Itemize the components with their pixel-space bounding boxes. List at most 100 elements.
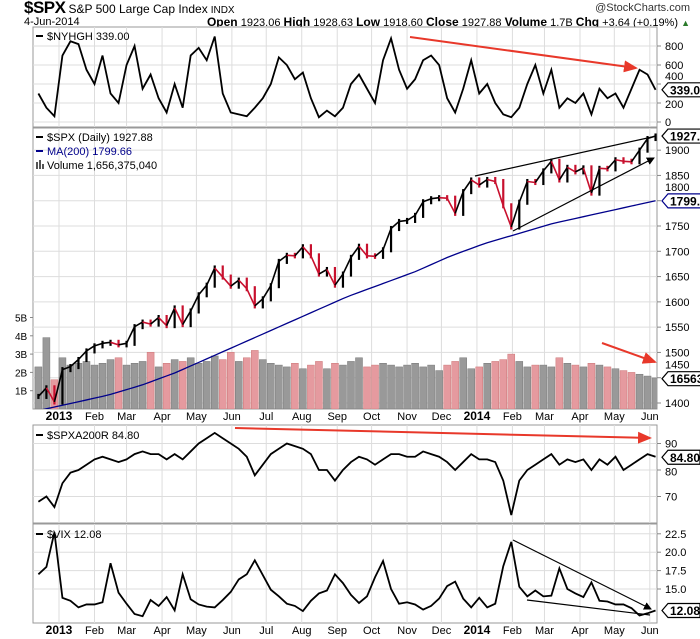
volume-legend-icon (39, 160, 41, 169)
price-segment (638, 138, 649, 151)
volume-bar (82, 361, 91, 409)
price-segment (366, 255, 376, 258)
price-segment (286, 254, 295, 257)
x-tick-label: Nov (397, 411, 417, 423)
open-label: Open (206, 15, 238, 29)
x-tick-label: May (604, 625, 625, 637)
x-tick-label: Feb (85, 411, 104, 423)
price-segment (494, 181, 505, 207)
y-tick-label: 90 (665, 438, 677, 450)
volume-bar (202, 361, 211, 409)
volume-bar (291, 363, 299, 409)
ma200-last-value-box (661, 193, 700, 209)
volume-bar (459, 357, 467, 409)
volume-bar (555, 357, 564, 409)
volume-value: 1.7B (550, 17, 573, 29)
y-tick-label: 1700 (665, 246, 689, 258)
volume-bar (90, 364, 99, 409)
x-tick-label: Jun (641, 625, 659, 637)
volume-bar (307, 364, 315, 409)
x-tick-label: 2013 (46, 409, 73, 423)
price-segment (310, 255, 320, 275)
price-segment (205, 267, 216, 286)
x-tick-label: Jun (641, 411, 659, 423)
volume-bar (379, 363, 387, 409)
price-segment (302, 246, 312, 257)
volume-bar (395, 366, 403, 409)
volume-bar (443, 364, 451, 409)
ma200-line (42, 200, 656, 409)
y-tick-label: 15.0 (665, 584, 686, 596)
volume-bars (34, 337, 657, 409)
x-tick-label: Sep (327, 625, 347, 637)
volume-bar (299, 368, 307, 409)
price-segment (550, 160, 561, 181)
volume-bar (435, 370, 443, 409)
price-segment (94, 342, 103, 347)
price-segment (527, 180, 536, 184)
spx-last-value: 1927.88 (670, 130, 700, 144)
spxa200r-last-value-box (661, 449, 700, 465)
y-tick-label: 1400 (665, 398, 689, 410)
chg-label: Chg (575, 15, 600, 29)
volume-bar (122, 364, 131, 409)
x-tick-label: 2014 (464, 409, 491, 423)
panel-frame-spxa200r (32, 424, 658, 524)
volume-bar (387, 364, 395, 409)
volume-bar (114, 357, 123, 409)
price-segment (86, 345, 95, 352)
x-tick-label: Dec (432, 625, 452, 637)
y-tick-label: 1650 (665, 272, 689, 284)
volume-bar (34, 366, 43, 409)
volume-bar (475, 366, 483, 409)
x-tick-label: May (186, 625, 207, 637)
volume-bar (347, 361, 355, 409)
y-tick-label: 22.5 (665, 529, 686, 541)
x-tick-label: 2013 (46, 623, 73, 637)
volume-tick-label: 2B (15, 368, 28, 379)
symbol-name: S&P 500 Large Cap Index (68, 2, 208, 16)
price-segment (462, 179, 472, 193)
volume-bar (267, 363, 275, 409)
volume-bar (531, 364, 540, 409)
spx-legend: $SPX (Daily) 1927.88 (47, 132, 153, 144)
spxa200r-last-value: 84.80 (670, 451, 700, 465)
volume-legend-icon (36, 162, 38, 169)
volume-bar (619, 370, 628, 409)
price-segment (382, 228, 392, 251)
vix-upper-arrow-icon (512, 539, 652, 610)
y-tick-label: 1450 (665, 360, 689, 372)
price-segment (53, 369, 64, 403)
volume-bar (235, 361, 243, 409)
y-tick-label: 17.5 (665, 566, 686, 578)
price-segment (446, 197, 456, 214)
high-label: High (283, 15, 311, 29)
wedge-upper-trendline (474, 136, 653, 177)
x-tick-label: Apr (153, 625, 170, 637)
price-segment (262, 285, 272, 300)
volume-bar (595, 364, 604, 409)
price-segment (518, 181, 529, 203)
price-segment (470, 179, 480, 186)
high-value: 1928.63 (313, 17, 354, 29)
spxa200r-line (37, 431, 656, 516)
y-tick-label: 1600 (665, 297, 689, 309)
volume-bar (331, 363, 339, 409)
price-segment (630, 149, 641, 163)
up-triangle-icon: ▲ (681, 18, 690, 28)
volume-bar (243, 357, 251, 409)
price-segment (414, 201, 424, 216)
price-segment (158, 316, 168, 327)
volume-bar (259, 359, 267, 409)
volume-bar (411, 363, 419, 409)
volume-bar (507, 353, 516, 409)
price-segment (246, 288, 256, 307)
y-tick-label: 0 (665, 117, 671, 129)
price-segment (534, 170, 544, 183)
price-segment (390, 220, 400, 230)
vix-legend: $VIX 12.08 (47, 529, 101, 541)
price-segment (214, 267, 224, 278)
volume-bar (499, 359, 508, 409)
volume-bar (611, 368, 620, 409)
volume-tick-label: 1B (15, 387, 28, 398)
